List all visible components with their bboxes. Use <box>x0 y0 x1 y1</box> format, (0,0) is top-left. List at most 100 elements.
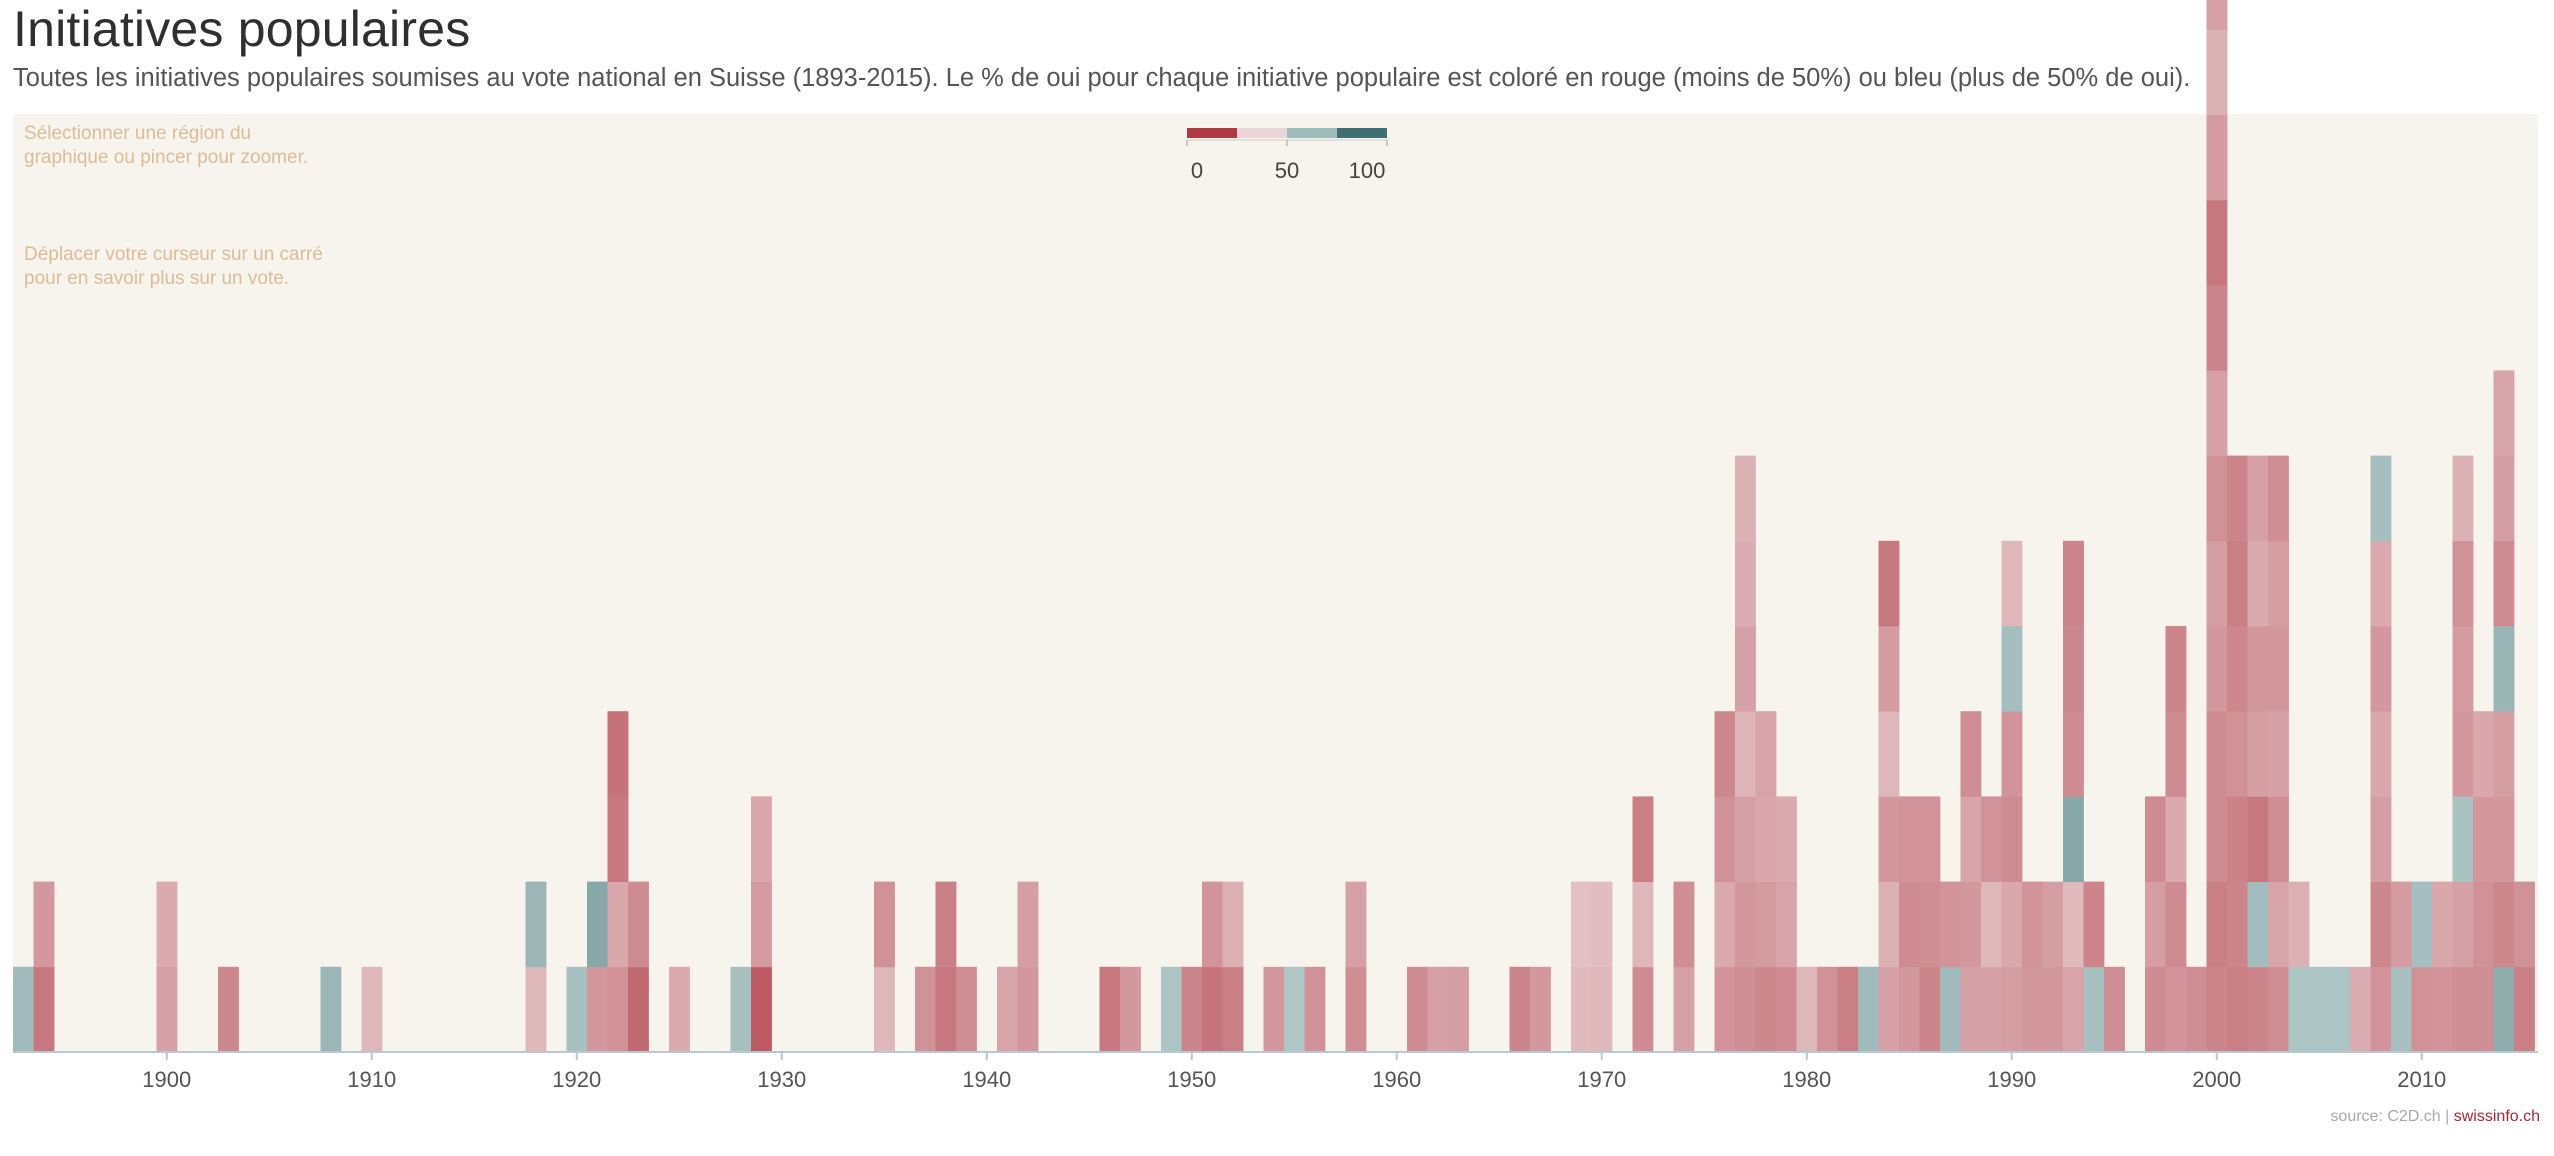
vote-cell[interactable] <box>2473 881 2494 968</box>
vote-cell[interactable] <box>1202 881 1223 968</box>
vote-cell[interactable] <box>1796 966 1818 1053</box>
vote-cell[interactable] <box>2370 881 2392 968</box>
vote-cell[interactable] <box>2514 966 2535 1053</box>
vote-cell[interactable] <box>1714 711 1736 797</box>
vote-cell[interactable] <box>2206 455 2228 542</box>
vote-cell[interactable] <box>730 966 752 1053</box>
vote-cell[interactable] <box>1448 966 1469 1053</box>
vote-cell[interactable] <box>1960 881 1982 968</box>
vote-cell[interactable] <box>1755 711 1777 797</box>
vote-cell[interactable] <box>2227 455 2248 542</box>
vote-cell[interactable] <box>2227 540 2248 627</box>
vote-cell[interactable] <box>33 881 55 968</box>
vote-cell[interactable] <box>1735 966 1756 1053</box>
vote-cell[interactable] <box>587 881 608 968</box>
vote-cell[interactable] <box>628 966 649 1053</box>
vote-cells-group[interactable] <box>13 0 2535 1053</box>
vote-cell[interactable] <box>1940 881 1961 968</box>
vote-cell[interactable] <box>2268 881 2289 968</box>
vote-cell[interactable] <box>2370 796 2392 882</box>
vote-cell[interactable] <box>2145 796 2166 882</box>
vote-cell[interactable] <box>2165 881 2187 968</box>
vote-cell[interactable] <box>2452 626 2474 712</box>
vote-cell[interactable] <box>2227 881 2248 968</box>
vote-cell[interactable] <box>2493 626 2515 712</box>
vote-cell[interactable] <box>2452 455 2474 542</box>
vote-cell[interactable] <box>1407 966 1428 1053</box>
vote-cell[interactable] <box>2165 796 2187 882</box>
vote-cell[interactable] <box>2206 966 2228 1053</box>
vote-cell[interactable] <box>361 966 383 1053</box>
vote-cell[interactable] <box>1714 966 1736 1053</box>
vote-cell[interactable] <box>1919 966 1941 1053</box>
plot-area[interactable] <box>13 114 2538 1051</box>
vote-cell[interactable] <box>751 966 772 1053</box>
vote-cell[interactable] <box>2493 796 2515 882</box>
vote-cell[interactable] <box>2001 540 2023 627</box>
vote-cell[interactable] <box>2227 796 2248 882</box>
vote-cell[interactable] <box>2493 370 2515 456</box>
vote-cell[interactable] <box>2042 881 2064 968</box>
vote-cell[interactable] <box>1632 881 1654 968</box>
vote-cell[interactable] <box>1263 966 1285 1053</box>
vote-cell[interactable] <box>1735 626 1756 712</box>
vote-cell[interactable] <box>1940 966 1961 1053</box>
vote-cell[interactable] <box>2247 626 2269 712</box>
vote-cell[interactable] <box>1714 796 1736 882</box>
vote-cell[interactable] <box>1345 881 1367 968</box>
vote-cell[interactable] <box>1878 711 1900 797</box>
vote-cell[interactable] <box>2206 114 2228 201</box>
vote-cell[interactable] <box>1776 881 1797 968</box>
vote-cell[interactable] <box>2165 711 2187 797</box>
vote-cell[interactable] <box>997 966 1018 1053</box>
vote-cell[interactable] <box>1427 966 1449 1053</box>
vote-cell[interactable] <box>1981 881 2002 968</box>
vote-cell[interactable] <box>956 966 977 1053</box>
vote-cell[interactable] <box>1755 966 1777 1053</box>
vote-cell[interactable] <box>1776 966 1797 1053</box>
vote-cell[interactable] <box>2001 796 2023 882</box>
vote-cell[interactable] <box>1735 455 1756 542</box>
vote-cell[interactable] <box>1509 966 1531 1053</box>
vote-cell[interactable] <box>2022 966 2043 1053</box>
vote-cell[interactable] <box>607 966 629 1053</box>
vote-cell[interactable] <box>1632 796 1654 882</box>
vote-cell[interactable] <box>2206 711 2228 797</box>
vote-cell[interactable] <box>2083 881 2105 968</box>
vote-cell[interactable] <box>1530 966 1551 1053</box>
vote-cell[interactable] <box>2247 711 2269 797</box>
vote-cell[interactable] <box>2370 966 2392 1053</box>
vote-cell[interactable] <box>751 796 772 882</box>
vote-cell[interactable] <box>2001 966 2023 1053</box>
vote-cell[interactable] <box>525 966 547 1053</box>
vote-cell[interactable] <box>1284 966 1305 1053</box>
vote-cell[interactable] <box>935 966 957 1053</box>
vote-cell[interactable] <box>2493 455 2515 542</box>
vote-cell[interactable] <box>1345 966 1367 1053</box>
vote-cell[interactable] <box>2493 881 2515 968</box>
vote-cell[interactable] <box>587 966 608 1053</box>
vote-cell[interactable] <box>1632 966 1654 1053</box>
vote-cell[interactable] <box>2411 966 2433 1053</box>
vote-cell[interactable] <box>2473 711 2494 797</box>
vote-cell[interactable] <box>1878 796 1900 882</box>
vote-cell[interactable] <box>2206 0 2228 30</box>
vote-cell[interactable] <box>1673 881 1695 968</box>
vote-cell[interactable] <box>2268 626 2289 712</box>
vote-cell[interactable] <box>1181 966 1203 1053</box>
vote-cell[interactable] <box>2452 796 2474 882</box>
vote-cell[interactable] <box>1837 966 1859 1053</box>
vote-cell[interactable] <box>2268 711 2289 797</box>
vote-cell[interactable] <box>1304 966 1326 1053</box>
vote-cell[interactable] <box>2206 881 2228 968</box>
vote-cell[interactable] <box>525 881 547 968</box>
vote-cell[interactable] <box>2370 711 2392 797</box>
vote-cell[interactable] <box>2247 540 2269 627</box>
vote-cell[interactable] <box>2001 711 2023 797</box>
vote-cell[interactable] <box>874 966 895 1053</box>
vote-cell[interactable] <box>669 966 690 1053</box>
vote-cell[interactable] <box>2206 285 2228 371</box>
vote-cell[interactable] <box>2206 540 2228 627</box>
vote-cell[interactable] <box>2186 966 2207 1053</box>
vote-cell[interactable] <box>1735 796 1756 882</box>
